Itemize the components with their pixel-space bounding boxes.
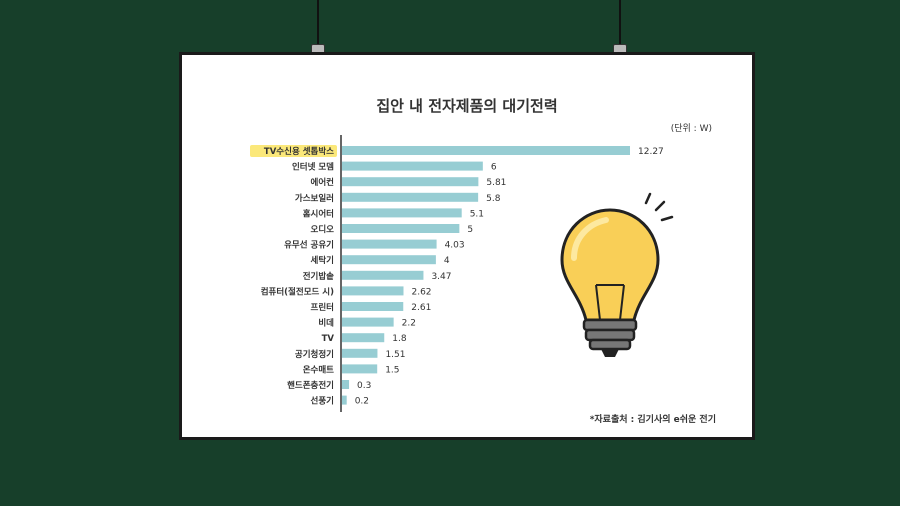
bar (342, 286, 404, 296)
bar (342, 348, 378, 358)
category-label: 전기밥솥 (303, 271, 334, 282)
category-label: 프린터 (311, 302, 334, 313)
value-label: 1.5 (385, 365, 399, 375)
lightbulb-icon (560, 192, 674, 357)
value-label: 3.47 (431, 272, 451, 282)
value-label: 5.8 (486, 194, 501, 204)
unit-label: (단위 : W) (670, 124, 712, 134)
value-label: 5.81 (486, 178, 506, 188)
value-label: 2.61 (411, 303, 431, 313)
poster-board: 집안 내 전자제품의 대기전력 (단위 : W) *자료출처 : 김기사의 e쉬… (179, 52, 755, 440)
bar (342, 146, 630, 155)
source-note: *자료출처 : 김기사의 e쉬운 전기 (589, 415, 716, 425)
bar (342, 208, 462, 218)
bar (342, 161, 483, 171)
category-label: 선풍기 (311, 396, 334, 407)
category-label: 온수매트 (303, 364, 334, 375)
category-label: 인터넷 모뎀 (292, 162, 334, 173)
category-label: 비데 (318, 318, 334, 329)
category-label: 유무선 공유기 (284, 240, 334, 251)
value-label: 5.1 (470, 209, 484, 219)
category-label: 가스보일러 (295, 193, 334, 204)
bar (342, 255, 436, 265)
category-label: 홈시어터 (303, 208, 334, 219)
value-label: 2.2 (402, 319, 416, 329)
bar (342, 224, 460, 233)
bar-chart: TV수신용 셋톱박스 12.27 인터넷 모뎀 6 에어컨 5.81 가스보일러 5.8 홈시어… (250, 135, 674, 412)
bar (342, 302, 404, 311)
category-label: TV수신용 셋톱박스 (264, 146, 334, 157)
bar (342, 177, 479, 187)
chart-title: 집안 내 전자제품의 대기전력 (376, 97, 558, 115)
value-label: 4 (444, 256, 450, 266)
category-label: 핸드폰충전기 (287, 380, 334, 391)
bar (342, 270, 424, 280)
category-label: 컴퓨터(절전모드 시) (261, 286, 334, 297)
category-label: 세탁기 (311, 255, 334, 266)
bar (342, 364, 378, 374)
value-label: 1.8 (392, 334, 407, 344)
bar (342, 239, 437, 249)
highlight-marker (250, 145, 337, 157)
value-label: 6 (491, 163, 497, 173)
bar (342, 395, 347, 405)
category-label: 에어컨 (311, 177, 335, 188)
value-label: 0.2 (355, 397, 369, 407)
value-label: 0.3 (357, 381, 371, 391)
value-label: 1.51 (385, 350, 405, 360)
hanging-wire-left (317, 0, 319, 46)
value-label: 2.62 (411, 287, 431, 297)
value-label: 5 (467, 225, 473, 235)
bar (342, 380, 350, 389)
value-label: 4.03 (445, 241, 465, 251)
value-label: 12.27 (638, 147, 664, 157)
hanging-wire-right (619, 0, 621, 46)
category-label: 오디오 (311, 224, 335, 235)
category-label: TV (322, 334, 335, 344)
bar (342, 192, 479, 202)
category-label: 공기청정기 (295, 349, 334, 360)
bar (342, 333, 385, 343)
bar (342, 317, 394, 327)
